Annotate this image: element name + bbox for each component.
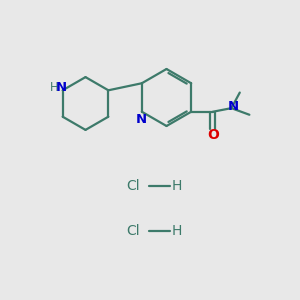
Text: N: N [228, 100, 239, 113]
Text: H: H [50, 81, 58, 94]
Text: N: N [56, 81, 67, 94]
Text: N: N [136, 113, 147, 126]
Text: O: O [207, 128, 219, 142]
Text: H: H [172, 179, 182, 193]
Text: H: H [172, 224, 182, 238]
Text: Cl: Cl [127, 179, 140, 193]
Text: Cl: Cl [127, 224, 140, 238]
